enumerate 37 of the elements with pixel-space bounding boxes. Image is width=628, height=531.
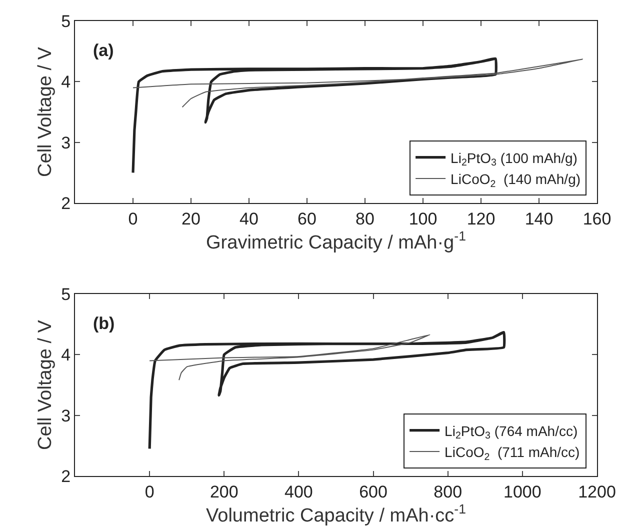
- x-axis-title: Volumetric Capacity / mAh·cc$^{-1}$: [206, 501, 466, 526]
- line-series: [149, 334, 430, 381]
- x-tick-label: 20: [182, 209, 200, 228]
- y-tick-label: 4: [61, 72, 71, 92]
- annotation: (a): [93, 41, 114, 60]
- x-tick-label: 400: [284, 482, 313, 502]
- y-tick-label: 2: [61, 466, 71, 486]
- annotation: (b): [93, 314, 115, 333]
- x-tick-label: 0: [144, 482, 154, 502]
- x-tick-label: 140: [524, 209, 554, 228]
- y-tick-label: 5: [61, 12, 71, 31]
- y-tick-label: 2: [61, 194, 71, 213]
- x-tick-label: 1200: [578, 482, 616, 502]
- legend-label: Li$_{2}$PtO$_{3}$ (100 mAh/g): [450, 150, 578, 169]
- line-series: [132, 58, 583, 108]
- x-tick-label: 1000: [504, 482, 542, 502]
- x-tick-label: 60: [298, 209, 316, 228]
- x-tick-label: 40: [240, 209, 258, 228]
- y-axis-title: Cell Voltage / V: [34, 46, 56, 177]
- x-tick-label: 600: [359, 482, 388, 502]
- x-tick-label: 100: [408, 209, 438, 228]
- x-tick-label: 0: [128, 209, 138, 228]
- y-tick-label: 3: [61, 133, 71, 152]
- y-tick-label: 3: [61, 406, 71, 426]
- y-tick-label: 4: [61, 346, 71, 365]
- line-series: [132, 57, 498, 174]
- x-axis-title: Gravimetric Capacity / mAh·g$^{-1}$: [206, 228, 466, 254]
- legend-label: LiCoO$_{2}$ (140 mAh/g): [450, 170, 581, 190]
- x-tick-label: 120: [466, 209, 496, 228]
- x-tick-label: 80: [356, 209, 374, 228]
- x-tick-label: 800: [434, 482, 462, 502]
- legend-label: Li$_{2}$PtO$_{3}$ (764 mAh/cc): [444, 422, 578, 442]
- x-tick-label: 160: [582, 209, 612, 228]
- y-axis-title: Cell Voltage / V: [34, 320, 56, 450]
- y-tick-label: 5: [61, 284, 71, 304]
- x-tick-label: 200: [210, 482, 238, 502]
- legend-label: LiCoO$_{2}$ (711 mAh/cc): [444, 444, 580, 463]
